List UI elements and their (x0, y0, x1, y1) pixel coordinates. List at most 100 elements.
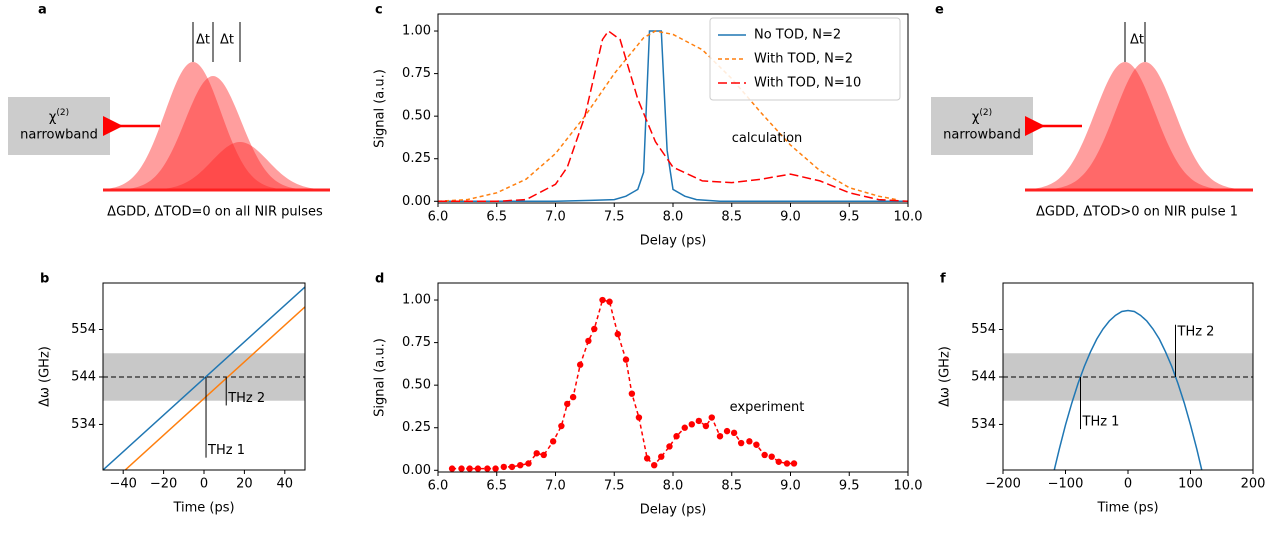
series-line (438, 30, 908, 203)
data-point (761, 451, 768, 459)
legend-frame (709, 17, 901, 101)
data-point (643, 455, 651, 462)
legend-label: With TOD, N=2 (754, 52, 853, 67)
data-point (681, 424, 688, 431)
data-point (484, 465, 491, 472)
x-axis-label: Delay (ps) (640, 234, 707, 249)
x-tick-label: 8.0 (663, 479, 684, 494)
x-tick-label: −200 (985, 477, 1021, 492)
data-point (716, 433, 724, 440)
pulse (1025, 62, 1253, 190)
axes-frame (437, 282, 909, 473)
chart-panel: calculation 6.0 6.5 7.0 7.5 8.0 8.5 9.0 9.5 10.0 0… (373, 3, 923, 249)
chart-panel: THz 1 THz 2 −200 −100 0 100 200 534 544 554 Time (… (938, 272, 1266, 516)
x-tick-label: 8.5 (721, 479, 742, 494)
caption: ΔGDD, ΔTOD>0 on NIR pulse 1 (1036, 205, 1238, 220)
data-point (500, 463, 507, 471)
plot-area (103, 285, 305, 470)
pulse (103, 62, 330, 190)
filter-box (931, 97, 1033, 155)
y-tick-label: 0.50 (402, 109, 431, 124)
delta-label: Δt (1130, 33, 1144, 48)
chi-label: χ(2) (49, 108, 69, 125)
data-point (730, 429, 738, 437)
x-tick-label: −20 (150, 477, 177, 492)
x-tick-label: 40 (277, 477, 294, 492)
data-point (540, 451, 547, 459)
pulse (103, 142, 330, 190)
data-point (549, 438, 557, 445)
data-point (768, 453, 775, 460)
data-point (790, 460, 798, 467)
diagram-e: e χ(2) narrowband Δt ΔGDD, ΔTOD>0 on NIR… (931, 3, 1253, 220)
data-point (525, 460, 532, 467)
data-point (702, 422, 710, 430)
y-tick-label: 0.75 (402, 335, 431, 350)
data-point (558, 422, 565, 430)
data-point (614, 330, 621, 338)
annotation: THz 2 (227, 391, 265, 406)
y-tick-label: 0.25 (402, 420, 431, 435)
data-point (695, 417, 703, 425)
x-tick-label: 6.5 (486, 479, 507, 494)
pulse (103, 76, 330, 190)
x-tick-label: 10.0 (894, 479, 923, 494)
x-axis-label: Time (ps) (172, 501, 234, 516)
y-tick-label: 0.50 (402, 378, 431, 393)
x-tick-label: 20 (236, 477, 253, 492)
y-tick-label: 544 (71, 369, 96, 384)
annotation: calculation (732, 131, 803, 146)
x-tick-label: 200 (1241, 477, 1266, 492)
y-axis-label: Δω (GHz) (38, 346, 53, 407)
plot-area (448, 296, 798, 472)
y-tick-label: 0.00 (402, 194, 431, 209)
x-tick-label: 100 (1178, 477, 1203, 492)
filter-label: narrowband (20, 128, 98, 143)
data-point (775, 458, 782, 465)
data-point (492, 465, 499, 472)
legend-label: With TOD, N=10 (754, 76, 861, 91)
data-point (517, 461, 524, 469)
panel-letter: c (375, 3, 383, 18)
x-tick-label: 9.0 (780, 210, 801, 225)
y-axis-label: Δω (GHz) (938, 346, 953, 407)
y-tick-label: 0.25 (402, 151, 431, 166)
data-point (688, 421, 695, 428)
series-line (438, 30, 897, 203)
series-line (124, 305, 305, 470)
y-tick-label: 534 (971, 417, 996, 432)
x-axis-label: Delay (ps) (640, 503, 707, 518)
filter-box (8, 97, 110, 155)
x-tick-label: −40 (109, 477, 136, 492)
data-point (474, 465, 482, 472)
y-tick-label: 1.00 (402, 293, 431, 308)
filter-label: narrowband (943, 128, 1021, 143)
x-tick-label: 0 (1124, 477, 1132, 492)
data-point (591, 325, 598, 333)
data-point (753, 441, 760, 448)
x-tick-label: 6.5 (486, 210, 507, 225)
x-tick-label: 0 (200, 477, 208, 492)
data-point (564, 400, 571, 408)
chi-label: χ(2) (972, 108, 992, 125)
annotation: THz 2 (1177, 324, 1215, 339)
y-tick-label: 0.00 (402, 463, 431, 478)
data-point (658, 453, 665, 460)
data-point (599, 296, 606, 304)
x-tick-label: 7.0 (545, 479, 566, 494)
x-tick-label: 9.0 (780, 479, 801, 494)
y-tick-label: 534 (71, 417, 96, 432)
panel-letter: d (375, 272, 384, 287)
x-tick-label: 7.5 (604, 479, 625, 494)
data-point (635, 414, 643, 421)
delta-label: Δt (220, 33, 234, 48)
legend-label: No TOD, N=2 (754, 28, 841, 43)
data-point (708, 414, 715, 421)
series-line (452, 299, 794, 470)
data-point (783, 460, 791, 467)
y-axis-label: Signal (a.u.) (373, 69, 388, 148)
data-point (533, 450, 540, 457)
annotation: THz 1 (207, 443, 245, 458)
panel-letter: e (935, 3, 944, 18)
